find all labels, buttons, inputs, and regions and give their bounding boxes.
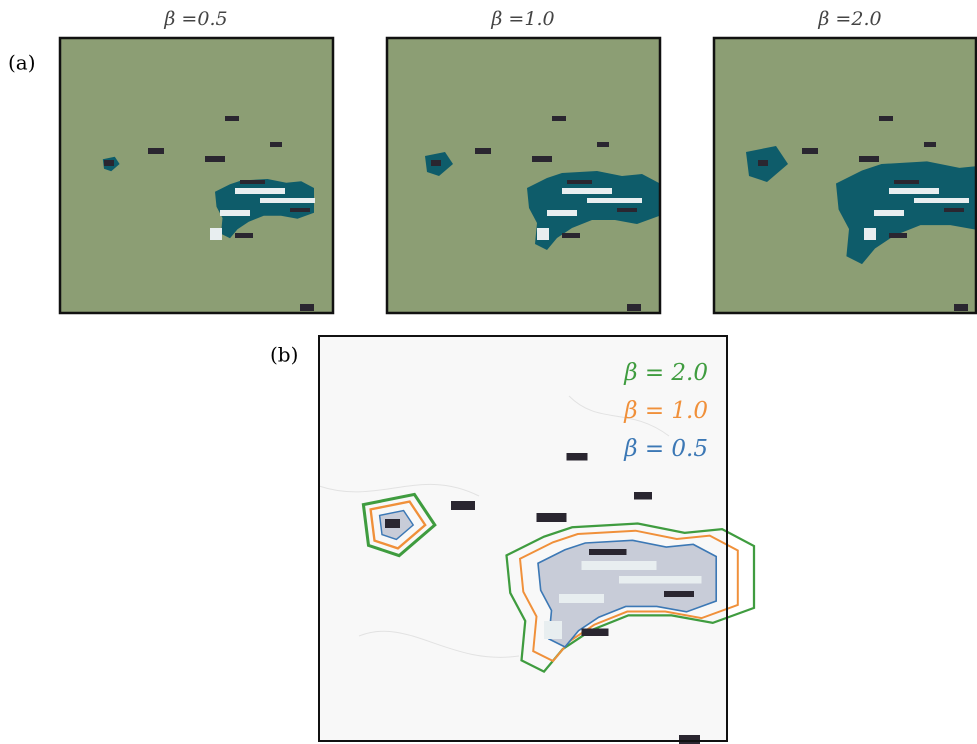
- legend-entry: β = 2.0: [623, 360, 708, 386]
- legend-entry: β = 0.5: [623, 436, 708, 462]
- legend-entry: β = 1.0: [623, 398, 708, 424]
- panel-title: β =0.5: [163, 8, 227, 30]
- map-panel: [714, 38, 977, 313]
- map-panel: [387, 38, 660, 313]
- panel-title: β =1.0: [490, 8, 554, 30]
- figure: (a) β =0.5 β =1.0 β =2.0 (b): [0, 0, 977, 744]
- panel-title: β =2.0: [817, 8, 881, 30]
- panel-label: (a): [8, 51, 36, 75]
- panel-label: (b): [270, 343, 298, 367]
- map-panel: [60, 38, 333, 313]
